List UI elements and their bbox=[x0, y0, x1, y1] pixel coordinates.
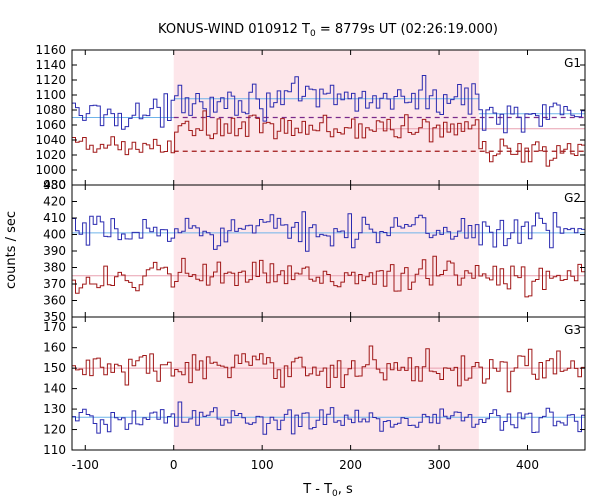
y-tick-label-g1-1100: 1100 bbox=[35, 88, 66, 102]
y-tick-label-g2-400: 400 bbox=[43, 228, 66, 242]
y-tick-label-g1-1020: 1020 bbox=[35, 148, 66, 162]
y-tick-label-g3-170: 170 bbox=[43, 320, 66, 334]
y-tick-label-g1-1120: 1120 bbox=[35, 73, 66, 87]
y-tick-label-g2-420: 420 bbox=[43, 195, 66, 209]
panel-label-g3: G3 bbox=[564, 323, 581, 337]
series-red-g1 bbox=[72, 110, 585, 167]
y-tick-label-g2-390: 390 bbox=[43, 244, 66, 258]
y-tick-label-g1-980: 980 bbox=[43, 178, 66, 192]
series-blue-g1 bbox=[72, 75, 585, 134]
y-tick-label-g2-360: 360 bbox=[43, 294, 66, 308]
x-axis-title-subscript: 0 bbox=[332, 489, 338, 499]
y-tick-label-g1-1140: 1140 bbox=[35, 58, 66, 72]
panel-g2: 350 360 370 380 390 400 410 420 430 G2 bbox=[43, 178, 586, 324]
x-axis-title-prefix: T - T bbox=[302, 482, 332, 497]
y-tick-label-g1-1000: 1000 bbox=[35, 163, 66, 177]
panel-label-g1: G1 bbox=[564, 56, 581, 70]
series-red-g2 bbox=[72, 255, 585, 298]
y-tick-label-g2-410: 410 bbox=[43, 211, 66, 225]
x-axis-title-suffix: , s bbox=[338, 482, 353, 497]
y-tick-label-g1-1040: 1040 bbox=[35, 133, 66, 147]
x-tick-label--100: -100 bbox=[72, 458, 99, 472]
series-blue-g2 bbox=[72, 211, 585, 252]
y-tick-label-g1-1060: 1060 bbox=[35, 118, 66, 132]
y-tick-label-g2-350: 350 bbox=[43, 310, 66, 324]
x-tick-label-300: 300 bbox=[428, 458, 451, 472]
x-tick-label-200: 200 bbox=[339, 458, 362, 472]
y-tick-label-g3-130: 130 bbox=[43, 402, 66, 416]
x-tick-label-100: 100 bbox=[251, 458, 274, 472]
x-axis-title: T - T0, s bbox=[302, 482, 353, 499]
series-blue-g3 bbox=[72, 401, 585, 435]
y-tick-label-g3-150: 150 bbox=[43, 361, 66, 375]
y-tick-label-g2-380: 380 bbox=[43, 261, 66, 275]
shaded-interval-g2 bbox=[173, 185, 479, 317]
y-tick-label-g1-1080: 1080 bbox=[35, 103, 66, 117]
y-tick-label-g3-140: 140 bbox=[43, 382, 66, 396]
y-tick-label-g3-160: 160 bbox=[43, 341, 66, 355]
x-tick-label-0: 0 bbox=[170, 458, 178, 472]
chart-title: KONUS-WIND 010912 T0 = 8779s UT (02:26:1… bbox=[158, 22, 498, 39]
panel-g3: 110 120 130 140 150 160 170 G3 bbox=[43, 316, 586, 457]
y-tick-label-g3-120: 120 bbox=[43, 423, 66, 437]
series-red-g3 bbox=[72, 345, 585, 393]
y-tick-label-g2-370: 370 bbox=[43, 277, 66, 291]
y-tick-label-g1-1160: 1160 bbox=[35, 43, 66, 57]
y-tick-label-g2-430: 430 bbox=[43, 178, 66, 192]
chart-title-suffix: = 8779s UT (02:26:19.000) bbox=[316, 22, 498, 37]
y-tick-label-g3-110: 110 bbox=[43, 443, 66, 457]
chart-title-prefix: KONUS-WIND 010912 T bbox=[158, 22, 310, 37]
chart-title-subscript: 0 bbox=[310, 29, 316, 39]
x-tick-label-400: 400 bbox=[516, 458, 539, 472]
panels-group: 980100010201040106010801100112011401160G… bbox=[35, 43, 586, 472]
panel-label-g2: G2 bbox=[564, 191, 581, 205]
y-axis-title: counts / sec bbox=[4, 211, 19, 289]
panel-frame-g3 bbox=[71, 316, 586, 451]
